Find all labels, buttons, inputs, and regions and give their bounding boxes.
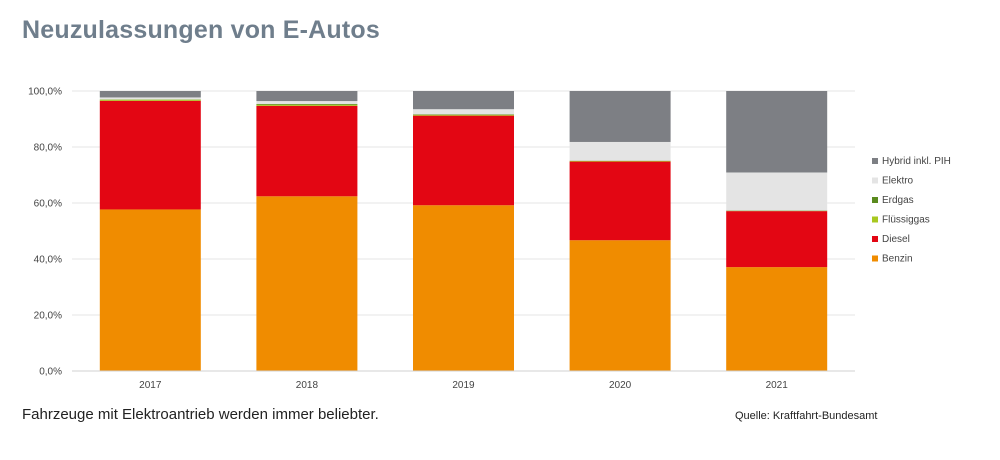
bar-segment [569,141,671,161]
legend-label: Flüssiggas [882,215,930,226]
bar-segment [726,91,828,173]
y-tick-label: 40,0% [34,255,62,266]
bar-segment [99,209,201,371]
legend-label: Elektro [882,176,914,187]
y-tick-label: 100,0% [28,87,62,98]
bar-segment [413,91,514,110]
bar-segment [256,91,358,102]
y-tick-label: 20,0% [34,311,62,322]
y-tick-label: 0,0% [39,367,62,378]
bar-segment [256,101,358,104]
bar-segment [569,161,671,241]
legend-swatch [872,197,878,203]
bar-segment [413,115,514,206]
y-tick-label: 60,0% [34,199,62,210]
legend-label: Diesel [882,234,910,245]
bar-segment [569,240,671,371]
bar-segment [256,104,358,106]
stacked-bar-chart: 0,0% 20,0% 40,0% 60,0% 80,0% 100,0% 2017 2018 20… [28,87,951,392]
legend-swatch [872,216,878,223]
legend-swatch [872,255,878,262]
x-tick-label: 2020 [609,380,632,391]
bar-segment [413,114,514,115]
legend-label: Benzin [882,254,913,265]
legend-label: Erdgas [882,195,914,206]
bar-segment [726,267,828,371]
bar-segment [99,91,201,98]
bar-segment [726,211,828,268]
bar-segment [99,97,201,100]
bar-segment [99,99,201,101]
bar-segment [569,91,671,142]
x-tick-label: 2017 [139,380,162,391]
y-tick-label: 80,0% [34,143,62,154]
bar-segment [569,161,671,162]
source-note: Quelle: Kraftfahrt-Bundesamt [735,410,878,422]
bar-segment [413,109,514,115]
x-tick-label: 2021 [766,380,789,391]
chart-title: Neuzulassungen von E-Autos [22,16,381,44]
bar-segment [256,196,358,371]
bar-segment [99,100,201,210]
bar-segment [413,205,514,371]
legend-swatch [872,158,878,164]
x-tick-label: 2019 [452,380,475,391]
bar-segment [256,105,358,197]
legend-swatch [872,236,878,242]
x-tick-label: 2018 [296,380,319,391]
bar-segment [726,172,828,211]
legend-swatch [872,177,878,184]
bar-segment [413,114,514,116]
legend-label: Hybrid inkl. PIH [882,156,951,167]
bar-segment [256,103,358,105]
chart-caption: Fahrzeuge mit Elektroantrieb werden imme… [22,406,379,423]
